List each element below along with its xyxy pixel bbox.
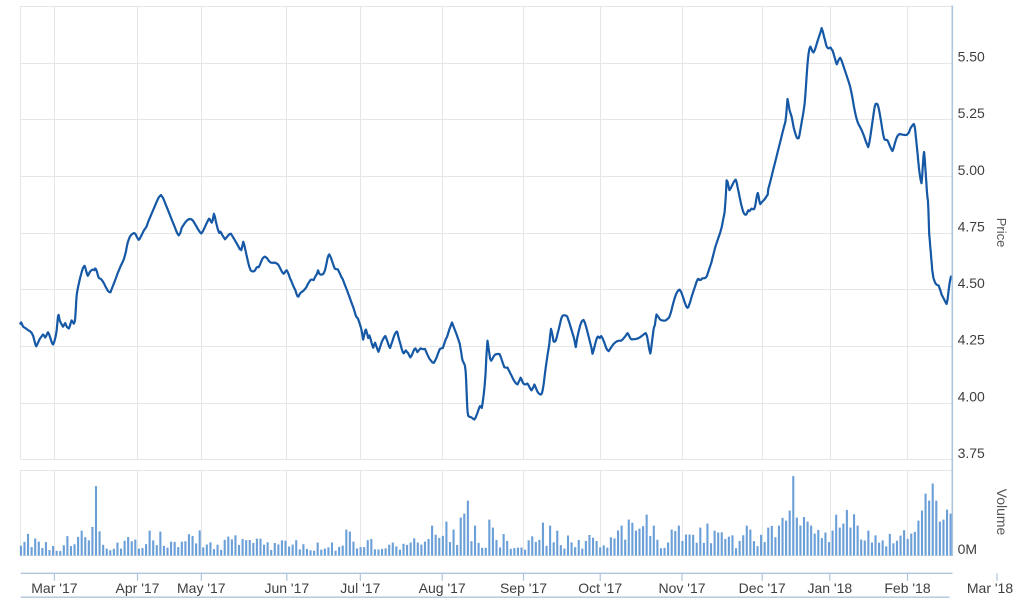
svg-text:4.75: 4.75 <box>958 218 985 234</box>
svg-text:4.25: 4.25 <box>958 332 985 348</box>
svg-text:5.25: 5.25 <box>958 105 985 121</box>
svg-text:Apr '17: Apr '17 <box>116 580 160 596</box>
svg-text:0M: 0M <box>958 541 977 557</box>
svg-text:Mar '18: Mar '18 <box>967 580 1013 596</box>
svg-text:May '17: May '17 <box>177 580 226 596</box>
svg-text:Feb '18: Feb '18 <box>884 580 930 596</box>
svg-text:5.50: 5.50 <box>958 48 985 64</box>
svg-text:Oct '17: Oct '17 <box>578 580 622 596</box>
svg-text:Mar '17: Mar '17 <box>31 580 77 596</box>
svg-text:Aug '17: Aug '17 <box>419 580 466 596</box>
svg-text:Jan '18: Jan '18 <box>807 580 852 596</box>
svg-text:Jun '17: Jun '17 <box>264 580 309 596</box>
svg-text:Nov '17: Nov '17 <box>658 580 705 596</box>
svg-text:Dec '17: Dec '17 <box>739 580 786 596</box>
svg-text:4.50: 4.50 <box>958 275 985 291</box>
svg-text:Volume: Volume <box>994 489 1010 536</box>
svg-text:5.00: 5.00 <box>958 162 985 178</box>
svg-text:3.75: 3.75 <box>958 445 985 461</box>
svg-text:Jul '17: Jul '17 <box>340 580 380 596</box>
svg-text:4.00: 4.00 <box>958 388 985 404</box>
svg-text:Price: Price <box>994 218 1009 248</box>
svg-text:Sep '17: Sep '17 <box>500 580 547 596</box>
